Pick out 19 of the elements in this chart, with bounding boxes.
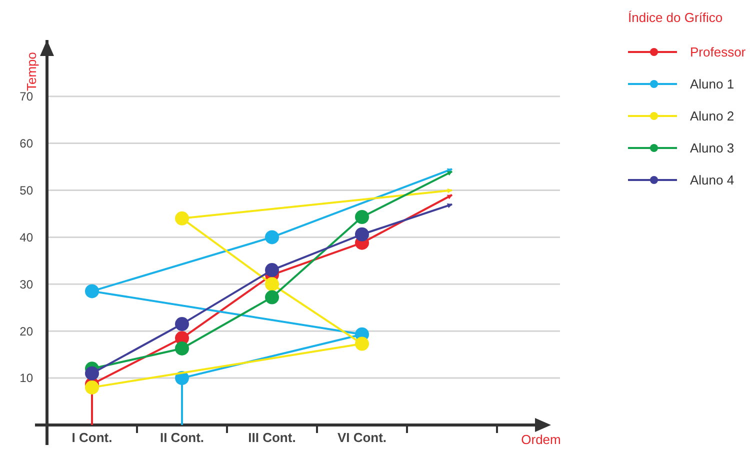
y-tick-label: 20	[20, 324, 34, 338]
x-axis-title: Ordem	[521, 432, 561, 447]
legend-label: Aluno 2	[690, 108, 734, 124]
x-tick-label: II Cont.	[160, 430, 204, 445]
y-tick-label: 30	[20, 277, 34, 292]
legend-label: Aluno 4	[690, 172, 734, 188]
x-tick-label: III Cont.	[248, 430, 296, 445]
y-tick-label: 70	[20, 90, 34, 104]
legend-label: Professor	[690, 44, 746, 60]
x-tick-label: VI Cont.	[337, 430, 387, 445]
legend-title: Índice do Grífico	[628, 10, 723, 25]
legend-label: Aluno 1	[690, 76, 734, 92]
y-axis-title: Tempo	[24, 52, 39, 92]
y-tick-label: 40	[20, 230, 34, 244]
x-tick-label: I Cont.	[72, 430, 112, 445]
y-tick-label: 10	[20, 371, 34, 386]
legend-label: Aluno 3	[690, 140, 734, 156]
y-tick-label: 50	[20, 183, 34, 198]
y-tick-label: 60	[20, 136, 34, 150]
